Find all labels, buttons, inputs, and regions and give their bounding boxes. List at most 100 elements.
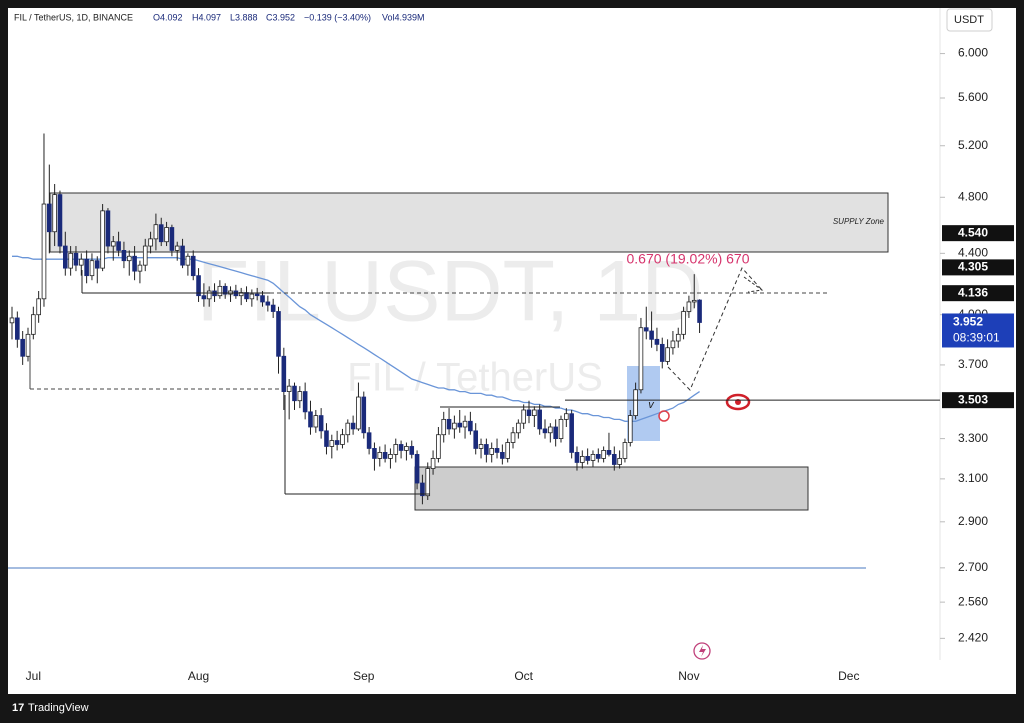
x-tick-label: Nov (678, 669, 699, 683)
x-tick-label: Aug (188, 669, 209, 683)
candle-body (324, 430, 329, 447)
candle-body (41, 203, 47, 300)
y-tick-label: 2.700 (958, 560, 988, 574)
candle-body (276, 311, 281, 357)
candle-body (345, 422, 351, 436)
y-tick-label: 6.000 (958, 46, 988, 60)
chart-area (8, 8, 1016, 694)
candle-body (526, 409, 532, 416)
candle-body (670, 340, 676, 349)
candle-body (388, 454, 393, 459)
candle-body (361, 396, 367, 434)
candle-body (265, 301, 271, 306)
candle-body (206, 290, 212, 300)
candle-body (643, 327, 649, 332)
candle-body (297, 391, 303, 402)
candle-body (169, 227, 175, 251)
candle-body (254, 293, 260, 297)
candle-body (47, 203, 52, 233)
ma-layer (12, 255, 700, 422)
candle-body (473, 430, 479, 449)
candle-body (553, 426, 558, 440)
candle-body (542, 428, 548, 434)
candle-body (270, 304, 276, 312)
candle-body (521, 409, 526, 424)
candle-body (436, 434, 441, 459)
candle-body (638, 327, 644, 391)
countdown: 08:39:01 (953, 331, 1000, 345)
candle-body (686, 301, 692, 312)
candle-body (510, 432, 516, 443)
close: C3.952 (266, 12, 295, 22)
candle-body (20, 338, 25, 357)
candle-body (627, 415, 633, 443)
candle-body (675, 333, 681, 342)
header: FIL / TetherUS, 1D, BINANCE O4.092 H4.09… (14, 12, 425, 22)
candle-body (260, 295, 265, 303)
symbol: FIL / TetherUS, 1D, BINANCE (14, 12, 133, 22)
events-icon[interactable] (693, 642, 711, 660)
candle-body (446, 418, 452, 430)
candle-body (505, 442, 510, 459)
candle-body (372, 448, 377, 459)
events-bolt (699, 645, 706, 657)
candle-body (548, 426, 553, 434)
candle-body (281, 355, 287, 392)
candle-body (356, 396, 361, 430)
currency[interactable]: USDT (954, 14, 984, 26)
candle-body (222, 285, 228, 295)
candle-body (420, 482, 425, 497)
candle-body (697, 299, 702, 323)
candle-body (308, 411, 313, 428)
footer-brand: TradingView (28, 702, 89, 714)
x-tick-label: Oct (514, 669, 533, 683)
candle-body (681, 311, 686, 335)
candle-body (532, 409, 537, 416)
candle-body (404, 446, 409, 451)
candle-body (558, 418, 564, 440)
candle-body (494, 448, 500, 453)
y-tick-label: 5.200 (958, 138, 988, 152)
candle-body (611, 454, 617, 465)
axis-layer: 6.0005.6005.2004.8004.4004.0003.7003.300… (26, 46, 1014, 683)
volume: Vol4.939M (382, 12, 425, 22)
candle-body (132, 255, 137, 272)
candle-body (665, 347, 670, 362)
candle-body (313, 415, 319, 428)
price-label-box (942, 225, 1014, 242)
price-label-box (942, 392, 1014, 409)
candle-body (94, 260, 100, 269)
currency-button[interactable] (946, 8, 993, 32)
watermark-name: FIL / TetherUS (347, 356, 603, 400)
candle-body (25, 333, 31, 357)
candle-body (52, 194, 57, 233)
candle-body (148, 238, 153, 247)
candle-body (249, 293, 255, 300)
candle-body (649, 330, 654, 340)
candle-body (334, 440, 340, 445)
supply-zone (49, 192, 889, 253)
candle-body (659, 343, 665, 362)
candle-body (382, 452, 388, 459)
candle-body (78, 258, 84, 266)
candle-body (185, 255, 191, 266)
candle-body (302, 391, 308, 413)
candle-body (601, 450, 606, 459)
candle-body (596, 454, 601, 459)
candle-body (580, 456, 585, 463)
supply-label: SUPPLY Zone (833, 217, 885, 226)
candle-body (691, 299, 697, 303)
candle-body (196, 275, 201, 297)
footer-bg (8, 696, 118, 718)
projection-arrow (743, 276, 764, 293)
candle-body (590, 454, 596, 461)
candle-body (516, 422, 521, 434)
high: H4.097 (192, 12, 221, 22)
candle-body (425, 468, 431, 497)
y-tick-label: 2.560 (958, 594, 988, 608)
candle-body (478, 444, 484, 449)
candle-body (500, 452, 505, 459)
price-label: 3.503 (958, 392, 988, 406)
candle-body (31, 314, 36, 335)
candle-body (142, 245, 148, 266)
